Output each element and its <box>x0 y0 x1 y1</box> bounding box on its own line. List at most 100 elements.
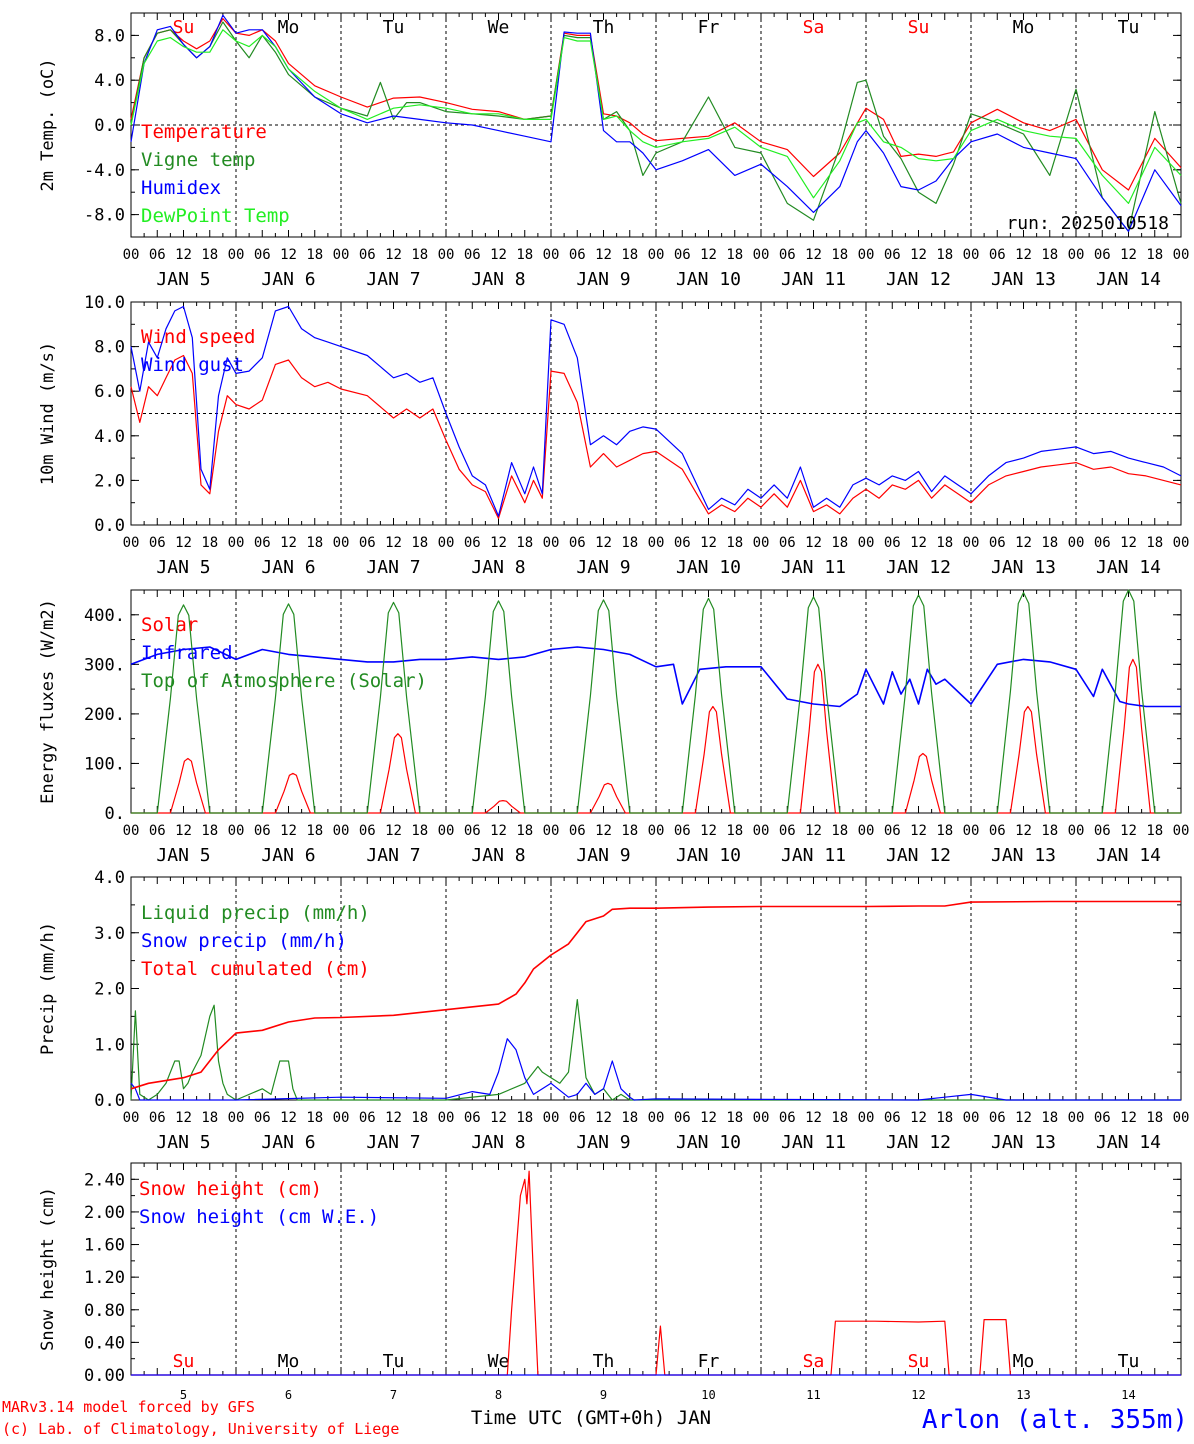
date-label: JAN 9 <box>576 269 630 290</box>
hour-tick-label: 06 <box>989 1110 1006 1126</box>
date-label: JAN 12 <box>886 557 951 578</box>
hour-tick-label: 06 <box>464 535 481 551</box>
hour-tick-label: 00 <box>1173 823 1190 839</box>
hour-tick-label: 06 <box>149 1110 166 1126</box>
date-label: JAN 10 <box>676 1132 741 1153</box>
hour-tick-label: 18 <box>306 823 323 839</box>
hour-tick-label: 06 <box>779 823 796 839</box>
hour-tick-label: 06 <box>989 535 1006 551</box>
hour-tick-label: 06 <box>359 535 376 551</box>
day-number-label: 6 <box>285 1388 292 1402</box>
hour-tick-label: 06 <box>1094 1110 1111 1126</box>
hour-tick-label: 12 <box>700 823 717 839</box>
date-label: JAN 11 <box>781 845 846 866</box>
hour-tick-label: 18 <box>516 247 533 263</box>
hour-tick-label: 06 <box>674 247 691 263</box>
hour-tick-label: 18 <box>831 535 848 551</box>
hour-tick-label: 06 <box>989 247 1006 263</box>
series-line <box>130 14 1182 232</box>
legend-entry: Humidex <box>141 177 221 199</box>
hour-tick-label: 00 <box>333 247 350 263</box>
date-label: JAN 14 <box>1096 845 1161 866</box>
hour-tick-label: 12 <box>805 1110 822 1126</box>
day-number-label: 9 <box>600 1388 607 1402</box>
date-label: JAN 13 <box>991 845 1056 866</box>
legend-entry: Wind gust <box>141 354 244 376</box>
date-label: JAN 11 <box>781 269 846 290</box>
day-name-label: Tu <box>1118 1351 1140 1372</box>
hour-tick-label: 00 <box>1173 1110 1190 1126</box>
hour-tick-label: 12 <box>280 1110 297 1126</box>
hour-tick-label: 18 <box>306 535 323 551</box>
hour-tick-label: 12 <box>175 1110 192 1126</box>
run-annotation: run: 2025010518 <box>1006 213 1169 234</box>
hour-tick-label: 06 <box>674 535 691 551</box>
copyright-credit: (c) Lab. of Climatology, University of L… <box>2 1420 399 1438</box>
hour-tick-label: 12 <box>910 247 927 263</box>
date-label: JAN 6 <box>261 557 315 578</box>
legend-entry: Snow precip (mm/h) <box>141 930 347 952</box>
hour-tick-label: 06 <box>464 247 481 263</box>
hour-tick-label: 00 <box>648 535 665 551</box>
y-axis-label: Snow height (cm) <box>38 1187 58 1351</box>
hour-tick-label: 12 <box>1120 535 1137 551</box>
y-tick-label: -4.0 <box>84 161 125 181</box>
hour-tick-label: 00 <box>438 247 455 263</box>
date-label: JAN 8 <box>471 845 525 866</box>
hour-tick-label: 06 <box>254 1110 271 1126</box>
hour-tick-label: 12 <box>910 823 927 839</box>
hour-tick-label: 06 <box>1094 247 1111 263</box>
y-tick-label: 0. <box>105 804 125 824</box>
hour-tick-label: 18 <box>621 535 638 551</box>
y-axis-label: Precip (mm/h) <box>38 922 58 1055</box>
hour-tick-label: 00 <box>123 1110 140 1126</box>
hour-tick-label: 18 <box>516 823 533 839</box>
y-tick-label: 6.0 <box>94 382 125 402</box>
series-line <box>130 646 1181 708</box>
hour-tick-label: 18 <box>726 535 743 551</box>
hour-tick-label: 18 <box>411 823 428 839</box>
hour-tick-label: 12 <box>595 535 612 551</box>
hour-tick-label: 00 <box>858 535 875 551</box>
hour-tick-label: 06 <box>569 535 586 551</box>
hour-tick-label: 18 <box>1146 823 1163 839</box>
day-number-label: 13 <box>1016 1388 1030 1402</box>
hour-tick-label: 00 <box>963 823 980 839</box>
y-axis-label: 2m Temp. (oC) <box>38 58 58 191</box>
hour-tick-label: 18 <box>1041 1110 1058 1126</box>
hour-tick-label: 00 <box>228 1110 245 1126</box>
day-name-label: Sa <box>803 1351 825 1372</box>
legend-entry: Total cumulated (cm) <box>141 958 370 980</box>
series-line <box>130 29 1182 204</box>
y-tick-label: 300. <box>84 655 125 675</box>
legend-entry: Snow height (cm) <box>139 1178 322 1200</box>
hour-tick-label: 18 <box>936 1110 953 1126</box>
y-tick-label: 1.20 <box>84 1268 125 1288</box>
legend-entry: Top of Atmosphere (Solar) <box>141 670 427 692</box>
hour-tick-label: 18 <box>1146 247 1163 263</box>
hour-tick-label: 06 <box>674 823 691 839</box>
date-label: JAN 9 <box>576 1132 630 1153</box>
hour-tick-label: 00 <box>438 535 455 551</box>
legend-entry: Vigne temp <box>141 149 255 171</box>
hour-tick-label: 12 <box>385 823 402 839</box>
hour-tick-label: 00 <box>1068 535 1085 551</box>
y-tick-label: 8.0 <box>94 26 125 46</box>
hour-tick-label: 18 <box>201 823 218 839</box>
y-tick-label: 1.0 <box>94 1035 125 1055</box>
hour-tick-label: 12 <box>1120 823 1137 839</box>
hour-tick-label: 06 <box>779 247 796 263</box>
hour-tick-label: 00 <box>1173 535 1190 551</box>
date-label: JAN 7 <box>366 845 420 866</box>
hour-tick-label: 18 <box>1041 247 1058 263</box>
date-label: JAN 14 <box>1096 269 1161 290</box>
legend-entry: DewPoint Temp <box>141 205 290 227</box>
day-name-label: Mo <box>278 17 300 38</box>
date-label: JAN 13 <box>991 1132 1056 1153</box>
hour-tick-label: 00 <box>543 535 560 551</box>
y-tick-label: 2.0 <box>94 471 125 491</box>
legend-entry: Infrared <box>141 642 233 664</box>
hour-tick-label: 12 <box>175 247 192 263</box>
